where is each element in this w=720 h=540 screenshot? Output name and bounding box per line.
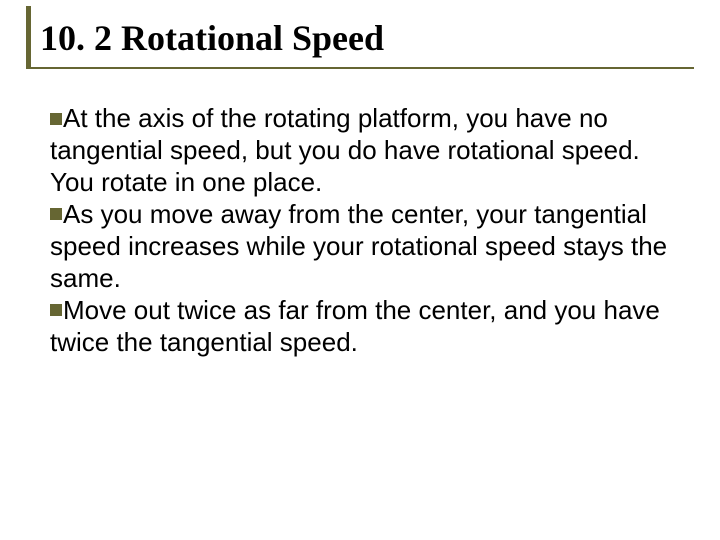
bullet-icon bbox=[50, 113, 62, 125]
slide-body: At the axis of the rotating platform, yo… bbox=[26, 103, 694, 359]
body-paragraph: At the axis of the rotating platform, yo… bbox=[50, 103, 670, 359]
title-underline: 10. 2 Rotational Speed bbox=[26, 18, 694, 69]
bullet-icon bbox=[50, 304, 62, 316]
bullet-text: Move out twice as far from the center, a… bbox=[50, 295, 660, 357]
slide-title: 10. 2 Rotational Speed bbox=[26, 18, 694, 59]
slide: 10. 2 Rotational Speed At the axis of th… bbox=[0, 0, 720, 540]
bullet-text: As you move away from the center, your t… bbox=[50, 199, 667, 293]
bullet-icon bbox=[50, 208, 62, 220]
bullet-text: At the axis of the rotating platform, yo… bbox=[50, 103, 640, 197]
